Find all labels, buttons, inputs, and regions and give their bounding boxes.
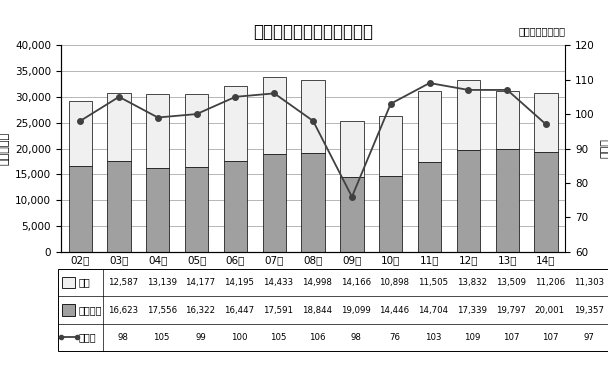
Bar xyxy=(496,149,519,252)
Text: 98: 98 xyxy=(117,333,128,342)
Bar xyxy=(185,94,209,167)
Bar xyxy=(302,80,325,153)
Bar xyxy=(108,161,131,252)
Text: 13,832: 13,832 xyxy=(457,278,487,287)
Bar xyxy=(263,155,286,252)
Text: 20,001: 20,001 xyxy=(534,306,565,314)
Bar xyxy=(496,91,519,149)
Text: 14,177: 14,177 xyxy=(185,278,215,287)
Bar xyxy=(69,166,92,252)
Bar xyxy=(340,121,364,177)
Y-axis label: （兆）: （兆） xyxy=(601,139,608,158)
Title: ゴムベルト需要実績と予測: ゴムベルト需要実績と予測 xyxy=(253,23,373,41)
Text: 14,704: 14,704 xyxy=(418,306,448,314)
Text: 14,166: 14,166 xyxy=(340,278,371,287)
Bar xyxy=(457,80,480,150)
Text: 16,623: 16,623 xyxy=(108,306,138,314)
Text: 97: 97 xyxy=(583,333,594,342)
Text: 伝動: 伝動 xyxy=(78,277,90,288)
Text: コンベヤ: コンベヤ xyxy=(78,305,102,315)
Text: 13,139: 13,139 xyxy=(147,278,176,287)
Bar xyxy=(534,152,558,252)
Text: 17,591: 17,591 xyxy=(263,306,293,314)
Bar xyxy=(340,177,364,252)
Text: 16,322: 16,322 xyxy=(185,306,215,314)
Bar xyxy=(457,150,480,252)
Bar xyxy=(224,161,247,252)
Text: 16,447: 16,447 xyxy=(224,306,254,314)
Text: 19,797: 19,797 xyxy=(496,306,526,314)
Text: 18,844: 18,844 xyxy=(302,306,332,314)
Text: 107: 107 xyxy=(503,333,519,342)
Bar xyxy=(185,167,209,252)
Text: 17,556: 17,556 xyxy=(147,306,177,314)
Bar xyxy=(379,176,402,252)
Text: 98: 98 xyxy=(350,333,361,342)
Text: 19,357: 19,357 xyxy=(573,306,604,314)
Text: 17,339: 17,339 xyxy=(457,306,487,314)
Bar xyxy=(263,77,286,155)
Text: 76: 76 xyxy=(389,333,400,342)
Text: 11,206: 11,206 xyxy=(534,278,565,287)
Text: 109: 109 xyxy=(464,333,480,342)
Bar xyxy=(146,168,170,252)
Bar xyxy=(146,94,170,168)
Text: 103: 103 xyxy=(425,333,441,342)
Text: 107: 107 xyxy=(542,333,558,342)
Text: 19,099: 19,099 xyxy=(341,306,370,314)
Text: 106: 106 xyxy=(309,333,325,342)
Bar xyxy=(418,91,441,162)
Bar xyxy=(69,101,92,166)
Text: 10,898: 10,898 xyxy=(379,278,410,287)
Text: 105: 105 xyxy=(153,333,170,342)
Bar xyxy=(302,153,325,252)
Text: 14,446: 14,446 xyxy=(379,306,410,314)
Text: 105: 105 xyxy=(270,333,286,342)
Bar xyxy=(108,93,131,161)
Text: 14,998: 14,998 xyxy=(302,278,332,287)
Text: 11,303: 11,303 xyxy=(573,278,604,287)
Text: 12,587: 12,587 xyxy=(108,278,138,287)
Text: 13,509: 13,509 xyxy=(496,278,526,287)
Text: 14,433: 14,433 xyxy=(263,278,293,287)
Y-axis label: （ｃトン）: （ｃトン） xyxy=(0,132,9,165)
Bar xyxy=(418,162,441,252)
Bar xyxy=(379,117,402,176)
Bar xyxy=(534,93,558,152)
Text: 99: 99 xyxy=(195,333,206,342)
Text: 14,195: 14,195 xyxy=(224,278,254,287)
Text: 日本ベルト工業会: 日本ベルト工業会 xyxy=(519,26,565,36)
Text: 前年比: 前年比 xyxy=(78,332,96,343)
Bar xyxy=(224,86,247,161)
Text: 100: 100 xyxy=(231,333,247,342)
Text: 11,505: 11,505 xyxy=(418,278,448,287)
